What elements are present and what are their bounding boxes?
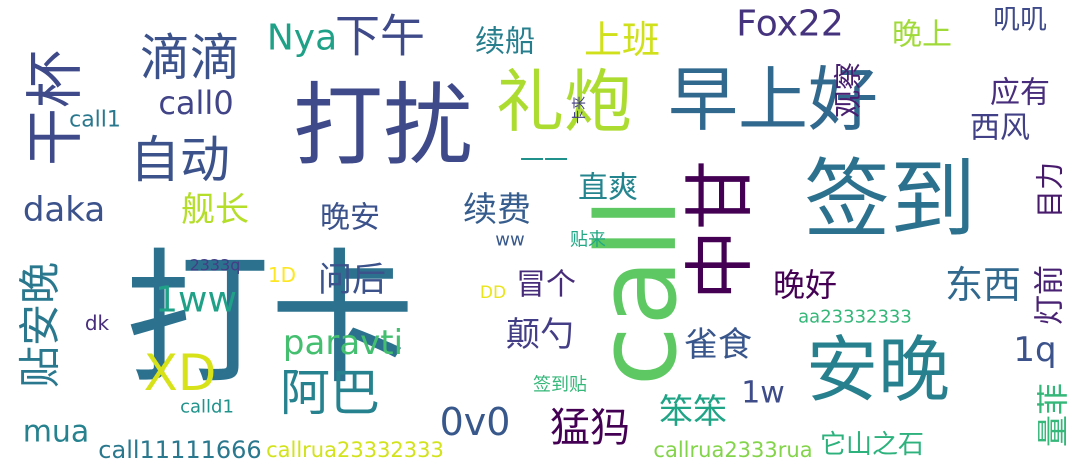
cloud-word-28: 舰长: [181, 190, 249, 230]
cloud-word-39: 2333q: [190, 256, 241, 275]
cloud-word-27: daka: [23, 190, 105, 230]
cloud-word-16: 应有: [990, 76, 1050, 111]
cloud-word-37: 晚好: [773, 266, 837, 304]
cloud-word-7: 干杯: [21, 50, 89, 166]
cloud-word-4: 安晚: [806, 328, 950, 412]
cloud-word-18: 续船: [475, 25, 535, 60]
cloud-word-47: 1q: [1013, 330, 1056, 370]
cloud-word-49: XD: [144, 344, 217, 402]
cloud-word-38: 东西: [945, 263, 1021, 307]
cloud-word-33: 贴来: [570, 230, 606, 251]
cloud-word-22: call0: [158, 84, 233, 122]
cloud-word-19: 观察: [832, 62, 865, 118]
cloud-word-14: 晚上: [892, 18, 952, 53]
cloud-word-42: DD: [480, 283, 506, 303]
cloud-word-50: 阿巴: [280, 364, 380, 422]
cloud-word-29: 晚安: [320, 201, 380, 236]
cloud-word-32: ww: [495, 230, 524, 251]
cloud-word-10: 滴滴: [140, 29, 240, 87]
cloud-word-61: callrua2333rua: [653, 438, 812, 462]
cloud-word-57: 猛犸: [550, 405, 630, 451]
cloud-word-0: 打卡: [125, 236, 415, 405]
cloud-word-34: 贴安晚: [16, 262, 65, 388]
cloud-word-1: 签到: [804, 150, 976, 250]
cloud-word-12: 上班: [584, 18, 660, 62]
cloud-word-45: 颠勺: [506, 315, 574, 355]
cloud-word-8: 中甘: [679, 160, 761, 300]
cloud-word-54: 签到贴: [533, 375, 587, 396]
cloud-word-51: 量菲: [1034, 383, 1072, 447]
cloud-word-58: 笨笨: [659, 392, 727, 432]
cloud-word-43: aa23332333: [798, 307, 912, 328]
cloud-word-40: 1D: [268, 263, 296, 287]
cloud-word-44: paravti: [283, 323, 403, 363]
cloud-word-21: 西风: [970, 111, 1030, 146]
cloud-word-31: 灯前: [1033, 265, 1068, 325]
cloud-word-35: 问后: [318, 260, 386, 300]
cloud-word-60: callrua23332333: [266, 438, 444, 462]
cloud-word-46: 雀食: [684, 325, 752, 365]
cloud-word-62: 它山之石: [820, 430, 924, 460]
cloud-word-53: 0v0: [440, 400, 511, 444]
cloud-word-26: 目力: [1034, 162, 1067, 218]
cloud-word-23: call1: [69, 108, 121, 133]
cloud-word-56: calld1: [180, 397, 234, 418]
cloud-word-59: call11111666: [98, 436, 261, 463]
cloud-word-30: 续费: [463, 190, 531, 230]
cloud-word-41: 1ww: [155, 280, 237, 321]
cloud-word-36: 冒个: [516, 268, 576, 303]
cloud-word-52: mua: [23, 415, 90, 450]
cloud-word-55: 1w: [741, 376, 785, 411]
cloud-word-3: 早上好: [668, 59, 878, 141]
cloud-word-11: 下午: [335, 10, 425, 63]
cloud-word-9: 自动: [130, 131, 230, 189]
cloud-word-15: 叽叽: [993, 5, 1047, 36]
cloud-word-6: 礼炮: [496, 64, 632, 143]
cloud-word-5: call: [573, 197, 701, 386]
cloud-word-17: Nya: [267, 18, 337, 59]
cloud-word-20: 卡来: [572, 96, 588, 124]
cloud-word-24: 一一: [520, 146, 568, 174]
cloud-word-13: Fox22: [736, 4, 843, 45]
cloud-word-2: 打扰: [293, 74, 473, 179]
cloud-word-25: 直爽: [578, 171, 638, 206]
cloud-word-48: dk: [85, 311, 110, 335]
